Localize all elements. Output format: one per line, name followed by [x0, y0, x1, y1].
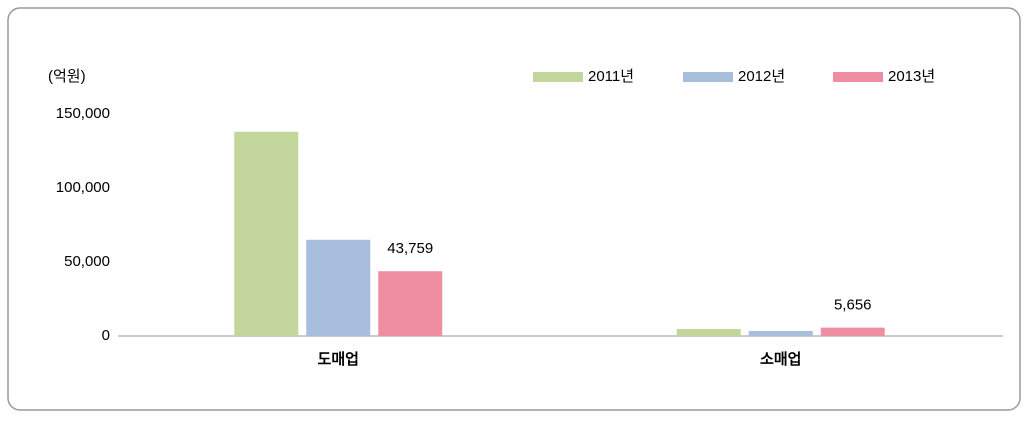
bar: [676, 329, 741, 336]
data-label: 5,656: [834, 297, 872, 314]
bar: [748, 330, 813, 336]
y-axis-label: (억원): [48, 68, 86, 85]
x-tick-label: 소매업: [760, 351, 801, 368]
legend-swatch: [683, 72, 733, 82]
bar: [378, 271, 443, 336]
chart-frame: [7, 7, 1021, 411]
bar: [306, 239, 371, 336]
legend-swatch: [533, 72, 583, 82]
legend-swatch: [833, 72, 883, 82]
y-tick-label: 150,000: [56, 105, 110, 122]
data-label: 43,759: [387, 240, 433, 257]
legend-label: 2012년: [738, 68, 785, 85]
legend-label: 2013년: [888, 68, 935, 85]
bar: [234, 131, 299, 336]
legend-label: 2011년: [588, 68, 634, 85]
y-tick-label: 0: [102, 327, 110, 344]
bar: [820, 327, 885, 336]
y-tick-label: 50,000: [64, 253, 110, 270]
x-tick-label: 도매업: [318, 351, 359, 368]
y-tick-label: 100,000: [56, 179, 110, 196]
